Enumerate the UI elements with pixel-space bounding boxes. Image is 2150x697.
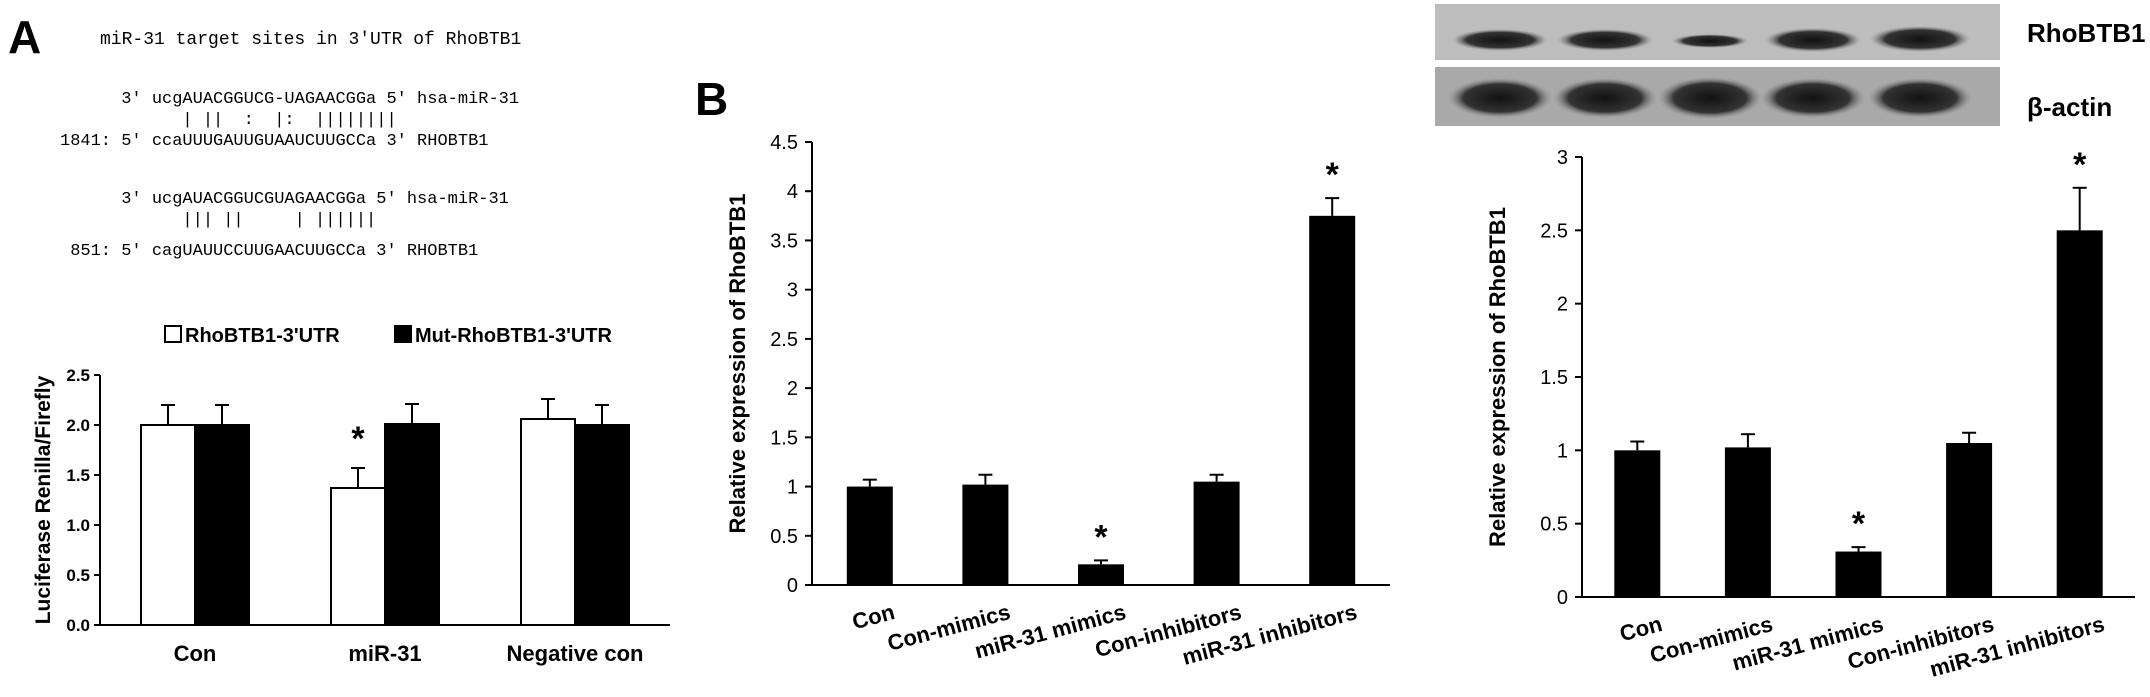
b-bar — [1309, 215, 1356, 586]
b-y-axis-label: Relative expression of RhoBTB1 — [725, 194, 750, 534]
a-x-tick-label: miR-31 — [348, 641, 421, 666]
rhobtb1-bands — [1452, 26, 1970, 52]
b-significance-marker: * — [1094, 518, 1108, 556]
site1-mirna-line: 3' ucgAUACGGUCG-UAGAACGGa 5' hsa-miR-31 — [60, 90, 520, 109]
c-y-axis-label: Relative expression of RhoBTB1 — [1485, 207, 1510, 547]
a-x-tick-label: Negative con — [507, 641, 644, 666]
western-blot-image — [1435, 4, 2000, 126]
c-y-tick-label: 0.5 — [1540, 514, 1568, 536]
a-legend-label: RhoBTB1-3'UTR — [185, 325, 340, 347]
a-bar — [574, 424, 630, 626]
c-y-tick-label: 2 — [1557, 294, 1568, 316]
b-bar — [1078, 564, 1124, 585]
site1-pairing-line: | || : |: |||||||| — [60, 111, 397, 130]
b-y-tick-label: 1 — [787, 477, 798, 499]
b-significance-marker: * — [1326, 156, 1340, 194]
c-bar — [2056, 230, 2103, 598]
b-y-tick-label: 2 — [787, 378, 798, 400]
a-legend-swatch — [394, 325, 412, 343]
c-bar — [1946, 443, 1993, 597]
a-y-tick-label: 1.0 — [66, 516, 90, 535]
b-bar — [1193, 481, 1240, 585]
panel-label-a: A — [8, 11, 42, 63]
b-y-tick-label: 0 — [787, 575, 798, 597]
a-significance-marker: * — [351, 420, 365, 458]
beta-actin-bands — [1448, 77, 1972, 119]
site1-target-line: 1841: 5' ccaUUUGAUUGUAAUCUUGCCa 3' RHOBT… — [60, 132, 489, 151]
a-y-tick-label: 0.5 — [66, 566, 90, 585]
a-y-axis-label: Luciferase Renilla/Firefly — [32, 375, 55, 624]
a-legend-swatch — [164, 325, 182, 343]
b-y-tick-label: 1.5 — [770, 427, 798, 449]
b-y-tick-label: 0.5 — [770, 526, 798, 548]
c-y-tick-label: 1.5 — [1540, 367, 1568, 389]
site2-target-line: 851: 5' cagUAUUCCUUGAACUUGCCa 3' RHOBTB1 — [60, 242, 479, 261]
b-bar — [962, 484, 1009, 585]
b-y-tick-label: 2.5 — [770, 329, 798, 351]
c-y-tick-label: 1 — [1557, 440, 1568, 462]
a-bar — [194, 424, 250, 626]
a-y-tick-label: 1.5 — [66, 466, 90, 485]
a-bar — [330, 487, 386, 626]
b-y-tick-label: 4.5 — [770, 132, 798, 154]
blot-label-beta-actin: β-actin — [2027, 92, 2113, 122]
blot-label-rhobtb1: RhoBTB1 — [2027, 18, 2146, 48]
c-significance-marker: * — [1852, 505, 1866, 543]
site2-mirna-line: 3' ucgAUACGGUCGUAGAACGGa 5' hsa-miR-31 — [60, 190, 509, 209]
c-bar — [1835, 551, 1882, 597]
a-y-tick-label: 2.5 — [66, 366, 90, 385]
a-bar — [384, 423, 440, 626]
b-bar — [846, 486, 893, 585]
site2-pairing-line: ||| || | |||||| — [60, 211, 377, 230]
a-y-tick-label: 2.0 — [66, 416, 90, 435]
c-bar — [1614, 450, 1661, 597]
sequence-title: miR-31 target sites in 3'UTR of RhoBTB1 — [100, 30, 522, 50]
c-y-tick-label: 3 — [1557, 147, 1568, 169]
b-y-tick-label: 3 — [787, 280, 798, 302]
c-y-tick-label: 2.5 — [1540, 220, 1568, 242]
c-y-tick-label: 0 — [1557, 587, 1568, 609]
b-y-tick-label: 4 — [787, 181, 798, 203]
b-y-tick-label: 3.5 — [770, 230, 798, 252]
a-y-tick-label: 0.0 — [66, 616, 90, 635]
a-legend-label: Mut-RhoBTB1-3'UTR — [415, 325, 613, 347]
a-x-tick-label: Con — [174, 641, 217, 666]
a-bar — [140, 424, 196, 626]
c-bar — [1724, 447, 1771, 597]
c-significance-marker: * — [2073, 146, 2087, 184]
panel-label-b: B — [695, 73, 729, 125]
b-x-tick-label: Con — [849, 599, 897, 634]
a-bar — [520, 418, 576, 626]
